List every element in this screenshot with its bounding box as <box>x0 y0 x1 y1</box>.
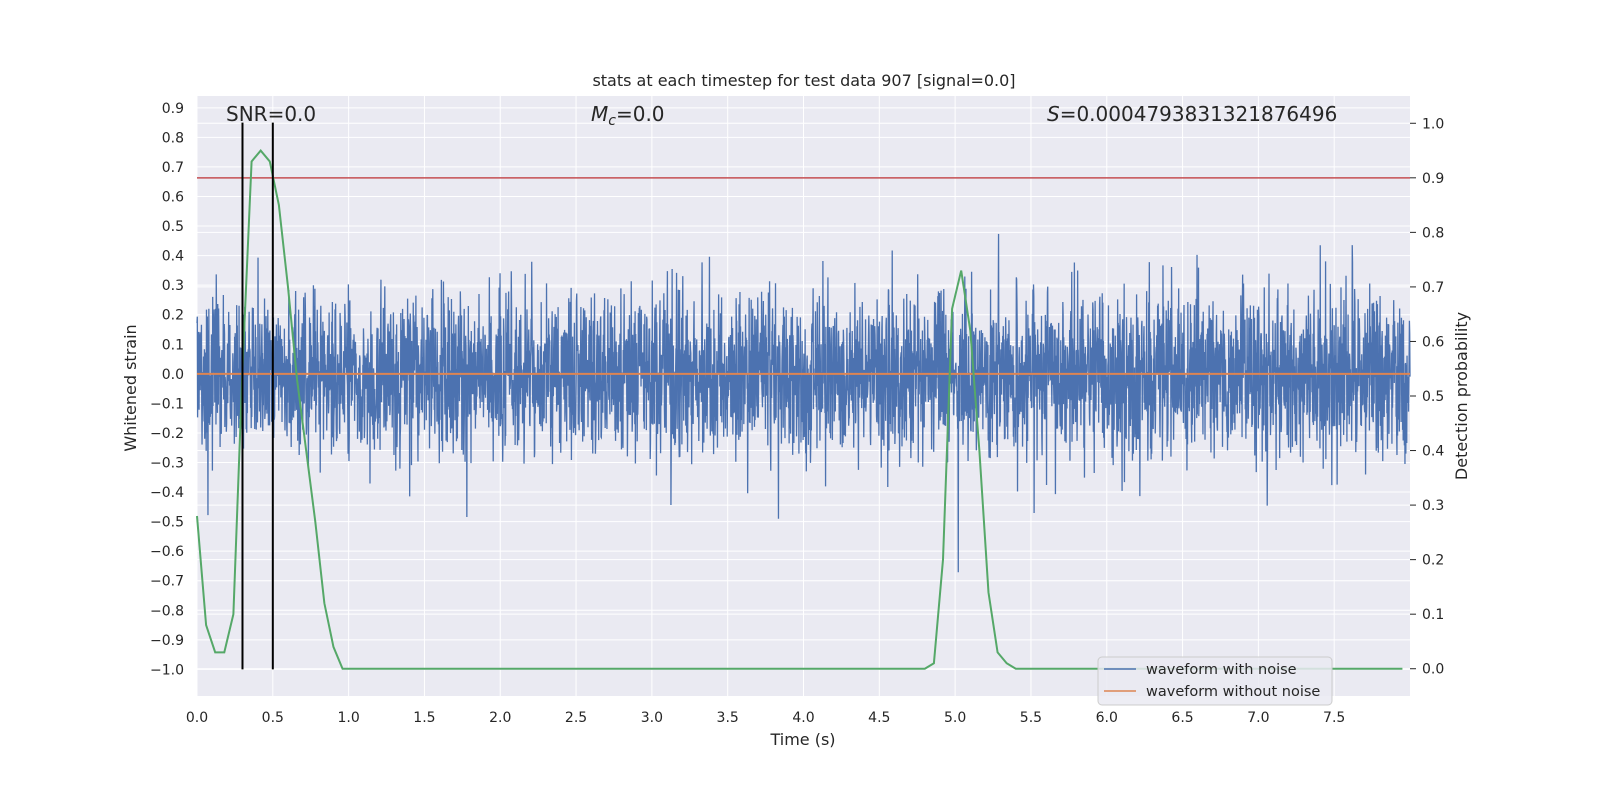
probability-line <box>196 148 1403 670</box>
y-tick-label: 0.6 <box>162 189 184 205</box>
x-axis-ticks: 0.0 0.5 1.0 1.5 2.0 2.5 3.0 3.5 4.0 4.5 5.0 5.5 6.0 6… <box>186 710 1345 726</box>
snr-prefix: SNR <box>226 102 268 126</box>
y-tick-label: −0.4 <box>150 485 184 501</box>
y2-tick-label: 0.6 <box>1422 334 1444 350</box>
y-tick-label: −0.5 <box>150 515 184 531</box>
y-tick-label: −0.6 <box>150 544 184 560</box>
x-axis-label: Time (s) <box>769 730 835 749</box>
y-tick-label: −0.7 <box>150 574 184 590</box>
mc-annotation: Mc=0.0 <box>591 102 665 129</box>
x-tick-label: 3.0 <box>641 710 663 726</box>
y-tick-label: 0.9 <box>162 101 184 117</box>
marker-vertical-lines <box>241 122 274 670</box>
y2-tick-label: 0.4 <box>1422 444 1444 460</box>
y2-axis-label: Detection probability <box>1452 312 1471 480</box>
x-tick-label: 5.5 <box>1020 710 1042 726</box>
y2-tick-label: 0.1 <box>1422 607 1444 623</box>
y-tick-label: 0.8 <box>162 130 184 146</box>
detection-probability-series <box>196 148 1403 670</box>
mc-symbol: M <box>591 102 608 126</box>
y-tick-label: 0.4 <box>162 249 184 265</box>
y2-tick-label: 0.2 <box>1422 553 1444 569</box>
x-tick-label: 7.0 <box>1247 710 1269 726</box>
y2-tick-label: 1.0 <box>1422 116 1444 132</box>
x-tick-label: 7.5 <box>1323 710 1345 726</box>
y-tick-label: −0.3 <box>150 456 184 472</box>
s-annotation: S=0.0004793831321876496 <box>1047 102 1337 126</box>
y-tick-label: −0.2 <box>150 426 184 442</box>
x-tick-label: 5.0 <box>944 710 966 726</box>
x-tick-label: 4.0 <box>792 710 814 726</box>
mc-subscript: c <box>608 113 616 129</box>
snr-value: =0.0 <box>268 102 317 126</box>
y2-tick-label: 0.0 <box>1422 662 1444 678</box>
chart-title: stats at each timestep for test data 907… <box>592 71 1015 90</box>
legend: waveform with noise waveform without noi… <box>1097 656 1333 706</box>
y2-tick-label: 0.5 <box>1422 389 1444 405</box>
legend-label-clean: waveform without noise <box>1146 684 1320 700</box>
y-tick-label: 0.7 <box>162 160 184 176</box>
s-symbol: S <box>1047 102 1060 126</box>
x-tick-label: 6.0 <box>1096 710 1118 726</box>
x-tick-label: 1.5 <box>413 710 435 726</box>
x-tick-label: 0.5 <box>262 710 284 726</box>
x-tick-label: 6.5 <box>1171 710 1193 726</box>
y-tick-label: −0.1 <box>150 396 184 412</box>
y-tick-label: −0.8 <box>150 603 184 619</box>
y-axis-ticks: −1.0 −0.9 −0.8 −0.7 −0.6 −0.5 −0.4 −0.3 −0.2 −0.1… <box>150 101 184 679</box>
legend-label-noise: waveform with noise <box>1146 662 1297 678</box>
y2-tick-label: 0.9 <box>1422 171 1444 187</box>
noise-line <box>196 233 1411 573</box>
y2-tick-label: 0.7 <box>1422 280 1444 296</box>
s-value: =0.0004793831321876496 <box>1060 102 1338 126</box>
y-tick-label: −1.0 <box>150 662 184 678</box>
waveform-with-noise-series <box>196 233 1411 573</box>
y-tick-label: −0.9 <box>150 633 184 649</box>
legend-box <box>1097 656 1333 706</box>
x-tick-label: 3.5 <box>717 710 739 726</box>
y2-axis-ticks: 0.0 0.1 0.2 0.3 0.4 0.5 0.6 0.7 0.8 0.9 1.0 <box>1410 116 1444 678</box>
y2-tick-label: 0.8 <box>1422 225 1444 241</box>
x-tick-label: 1.0 <box>337 710 359 726</box>
y-tick-label: 0.1 <box>162 337 184 353</box>
x-tick-label: 2.5 <box>565 710 587 726</box>
y-tick-label: 0.3 <box>162 278 184 294</box>
y-axis-label: Whitened strain <box>121 324 140 451</box>
snr-annotation: SNR=0.0 <box>226 102 316 126</box>
x-tick-label: 2.0 <box>489 710 511 726</box>
y2-tick-label: 0.3 <box>1422 498 1444 514</box>
mc-value: =0.0 <box>616 102 665 126</box>
x-tick-label: 0.0 <box>186 710 208 726</box>
y-tick-label: 0.0 <box>162 367 184 383</box>
x-tick-label: 4.5 <box>868 710 890 726</box>
y-tick-label: 0.2 <box>162 308 184 324</box>
y-tick-label: 0.5 <box>162 219 184 235</box>
